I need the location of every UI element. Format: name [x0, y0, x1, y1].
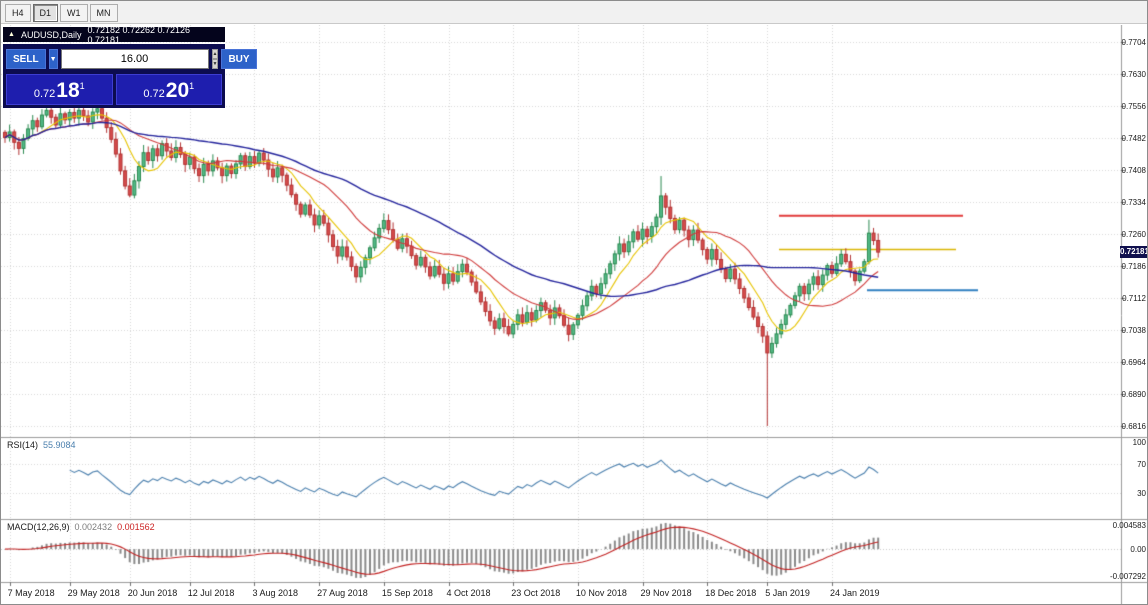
macd-indicator-label: MACD(12,26,9) 0.002432 0.001562 — [7, 522, 155, 532]
timeframe-button-w1[interactable]: W1 — [60, 3, 88, 22]
chart-symbol-title: AUDUSD,Daily — [20, 29, 82, 40]
chart-window-icon: ▲ — [8, 31, 15, 38]
trade-dropdown-button[interactable]: ▼ — [48, 49, 58, 69]
timeframe-toolbar: H4 D1 W1 MN — [1, 1, 1147, 24]
one-click-trading-panel: SELL ▼ ▲ ▼ BUY 0.72 18 1 0.72 20 1 — [3, 44, 257, 108]
rsi-value: 55.9084 — [43, 440, 76, 450]
sell-price-pip-digit: 1 — [79, 81, 85, 91]
timeframe-button-d1[interactable]: D1 — [32, 3, 59, 22]
current-price-tag: 0.72181 — [1120, 246, 1148, 259]
trade-controls-row: SELL ▼ ▲ ▼ BUY — [6, 47, 257, 71]
timeframe-button-h4[interactable]: H4 — [5, 3, 31, 22]
buy-price-button[interactable]: 0.72 20 1 — [115, 74, 222, 105]
trade-prices-row: 0.72 18 1 0.72 20 1 — [6, 74, 222, 105]
volume-increase-button[interactable]: ▲ — [211, 49, 219, 59]
macd-signal-value: 0.001562 — [117, 522, 155, 532]
sell-price-prefix: 0.72 — [33, 88, 56, 100]
macd-name: MACD(12,26,9) — [7, 522, 70, 532]
volume-input[interactable] — [60, 49, 209, 69]
macd-main-value: 0.002432 — [74, 522, 113, 532]
timeframe-buttons-group: H4 D1 W1 MN — [5, 3, 120, 22]
timeframe-button-mn[interactable]: MN — [89, 3, 118, 22]
rsi-indicator-label: RSI(14) 55.9084 — [7, 440, 76, 450]
rsi-name: RSI(14) — [7, 440, 39, 450]
buy-price-prefix: 0.72 — [143, 88, 165, 100]
volume-stepper: ▲ ▼ — [211, 49, 219, 69]
main-chart-canvas[interactable] — [1, 25, 1147, 604]
chart-title-bar[interactable]: ▲ AUDUSD,Daily 0.72182 0.72262 0.72126 0… — [3, 27, 225, 42]
buy-price-big-digits: 20 — [165, 79, 190, 102]
chart-window: 0.7704 0.7630 0.7556 0.7482 0.7408 0.7334 0.72… — [1, 25, 1148, 604]
sell-price-big-digits: 18 — [56, 79, 80, 102]
buy-button[interactable]: BUY — [221, 49, 257, 69]
chevron-down-icon: ▼ — [49, 55, 57, 63]
sell-price-button[interactable]: 0.72 18 1 — [6, 74, 113, 105]
sell-button[interactable]: SELL — [6, 49, 46, 69]
chart-ohlc-values: 0.72182 0.72262 0.72126 0.72181 — [87, 27, 191, 42]
buy-price-pip-digit: 1 — [189, 81, 195, 91]
volume-decrease-button[interactable]: ▼ — [211, 59, 219, 69]
